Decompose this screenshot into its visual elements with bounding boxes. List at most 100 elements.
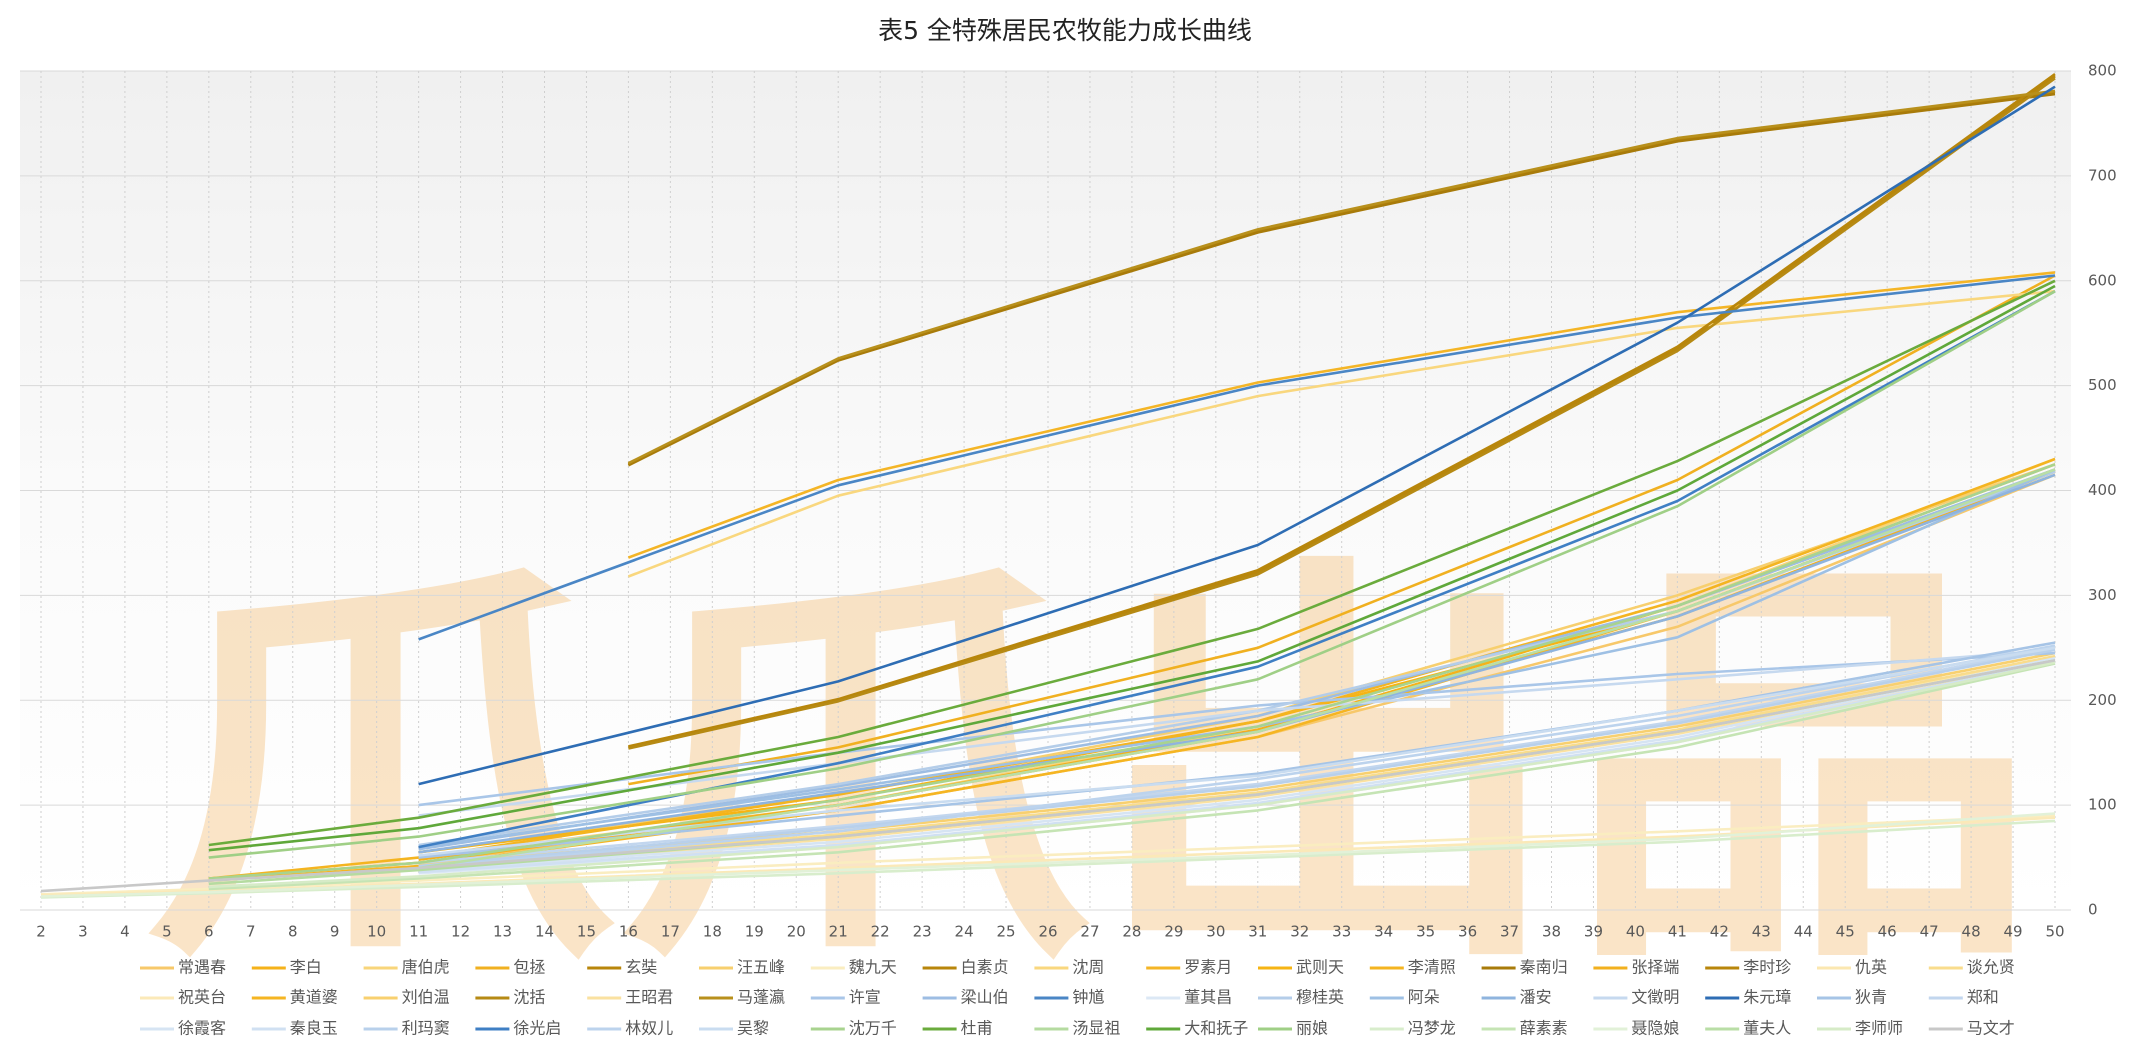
series-line [208,279,2056,847]
series-line [418,646,2056,865]
legend-label: 仇英 [1855,958,1887,977]
series-line [418,654,2056,868]
x-tick-label: 29 [1164,923,1183,941]
x-tick-label: 45 [1836,923,1855,941]
x-tick-label: 49 [2003,923,2022,941]
x-tick-label: 28 [1122,923,1141,941]
x-tick-label: 19 [745,923,764,941]
legend-label: 马蓬瀛 [737,988,785,1007]
x-tick-label: 30 [1206,923,1225,941]
legend-label: 李时珍 [1743,958,1791,977]
x-tick-label: 18 [703,923,722,941]
x-tick-label: 21 [829,923,848,941]
legend-label: 李清照 [1408,958,1456,977]
legend-label: 大和抚子 [1184,1019,1248,1038]
x-tick-label: 5 [162,923,172,941]
series-line [628,274,2056,786]
series-line [208,463,2056,880]
legend-label: 祝英台 [178,988,226,1007]
series-line [418,641,2056,859]
series-line [628,77,2056,750]
y-tick-label: 700 [2088,166,2117,184]
x-tick-label: 43 [1752,923,1771,941]
legend-label: 穆桂英 [1296,988,1344,1007]
legend-label: 包拯 [513,958,545,977]
legend-label: 冯梦龙 [1408,1019,1456,1038]
x-tick-label: 26 [1038,923,1057,941]
series-line [418,644,2056,870]
legend-label: 秦南归 [1520,958,1568,977]
legend-label: 沈括 [513,988,545,1007]
x-tick-label: 41 [1668,923,1687,941]
x-tick-label: 9 [330,923,340,941]
series-line [418,651,2056,807]
series-line [628,73,2056,748]
y-tick-label: 800 [2088,62,2117,80]
series-line [208,662,2056,891]
legend-label: 沈万千 [849,1019,897,1038]
series-line [418,648,2056,817]
series-line [418,660,2056,874]
legend-label: 狄青 [1855,988,1887,1007]
series-line [418,659,2056,872]
x-tick-label: 22 [871,923,890,941]
legend-label: 白素贞 [961,958,1009,977]
series-line [418,657,2056,872]
x-tick-label: 46 [1878,923,1897,941]
y-tick-label: 400 [2088,481,2117,499]
series-line [418,468,2056,851]
x-tick-label: 13 [493,923,512,941]
x-tick-label: 50 [2045,923,2064,941]
x-tick-label: 2 [36,923,46,941]
x-tick-label: 47 [1920,923,1939,941]
legend-label: 丽娘 [1296,1019,1328,1038]
x-tick-label: 20 [787,923,806,941]
y-tick-label: 500 [2088,376,2117,394]
legend-label: 杜甫 [961,1019,993,1038]
x-tick-label: 15 [577,923,596,941]
x-tick-label: 33 [1332,923,1351,941]
x-tick-label: 14 [535,923,554,941]
series-line [627,271,2056,559]
legend-label: 谈允贤 [1967,958,2015,977]
series-line [627,289,2056,578]
x-tick-label: 16 [619,923,638,941]
legend-label: 黄道婆 [290,988,338,1007]
x-tick-label: 38 [1542,923,1561,941]
legend-label: 薛素素 [1520,1019,1568,1038]
x-tick-label: 42 [1710,923,1729,941]
legend-label: 汤显祖 [1072,1019,1120,1038]
y-tick-label: 300 [2088,586,2117,604]
series-line [40,812,2056,898]
legend-label: 文徵明 [1631,988,1679,1007]
series-line [627,92,2056,467]
series-line [40,659,2056,893]
series-line [418,651,2056,866]
series-line [627,89,2056,465]
legend-label: 徐光启 [513,1019,561,1038]
legend-label: 林奴儿 [625,1019,673,1038]
legend-label: 汪五峰 [737,958,785,977]
x-tick-label: 25 [996,923,1015,941]
x-tick-label: 34 [1374,923,1393,941]
x-tick-label: 6 [204,923,214,941]
x-tick-label: 7 [246,923,256,941]
legend-label: 郑和 [1967,988,1999,1007]
x-tick-label: 35 [1416,923,1435,941]
legend-label: 马文才 [1967,1019,2015,1038]
x-tick-label: 31 [1248,923,1267,941]
series-line [418,648,2056,868]
y-tick-label: 100 [2088,796,2117,814]
legend-label: 聂隐娘 [1631,1019,1679,1038]
x-tick-label: 36 [1458,923,1477,941]
x-tick-label: 23 [913,923,932,941]
legend-label: 朱元璋 [1743,988,1791,1007]
legend-label: 武则天 [1296,958,1344,977]
legend-label: 秦良玉 [290,1019,338,1038]
x-tick-label: 37 [1500,923,1519,941]
x-tick-label: 39 [1584,923,1603,941]
legend-label: 梁山伯 [961,988,1009,1007]
legend-label: 常遇春 [178,958,226,977]
x-tick-label: 32 [1290,923,1309,941]
